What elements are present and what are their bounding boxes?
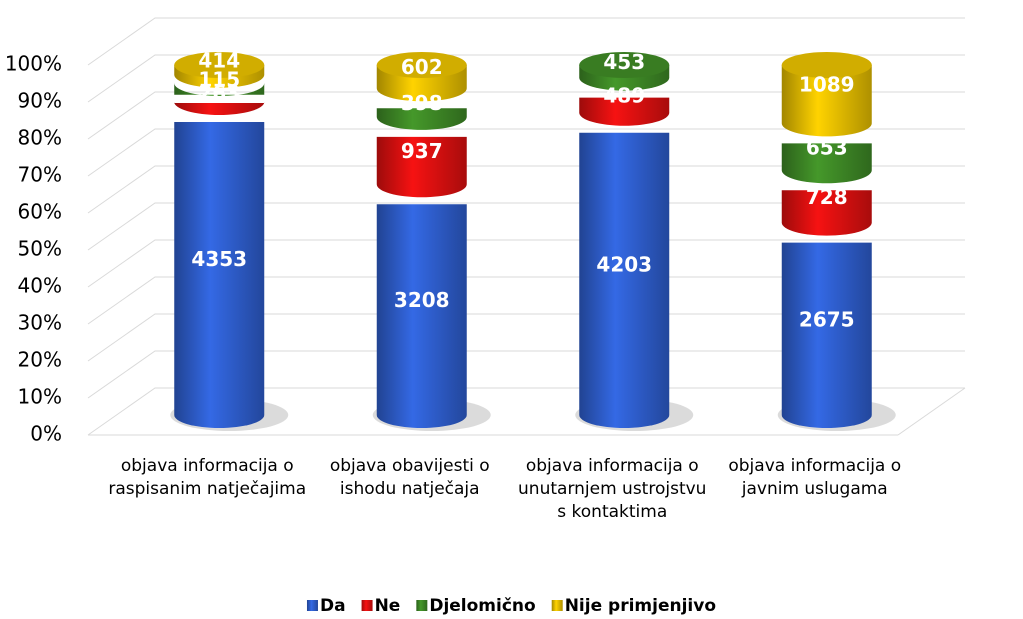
grid-line <box>87 17 965 66</box>
y-tick-label: 30% <box>18 311 62 335</box>
cylinder-top <box>579 52 670 78</box>
x-tick-label: objava obavijesti o ishodu natječaja <box>329 456 490 499</box>
data-label: 4353 <box>191 247 247 271</box>
cylinder-top <box>781 52 872 78</box>
cylinder-segment <box>174 83 265 97</box>
y-tick-label: 60% <box>18 200 62 224</box>
floor-line <box>897 387 966 436</box>
cylinder-top <box>376 52 467 78</box>
data-label: 728 <box>806 185 848 209</box>
cylinder-segment <box>376 204 467 429</box>
grid-line <box>87 276 965 325</box>
grid-line <box>87 239 965 288</box>
grid-line <box>87 91 965 140</box>
data-label: 602 <box>401 55 443 79</box>
y-tick-label: 70% <box>18 163 62 187</box>
data-label: 115 <box>198 67 240 91</box>
data-label: 4203 <box>596 252 652 276</box>
data-label: 453 <box>603 50 645 74</box>
data-label: 489 <box>603 84 645 108</box>
x-tick-label: objava informacija o raspisanim natječaj… <box>108 456 307 499</box>
data-label: 653 <box>806 135 848 159</box>
cylinder-segment <box>376 136 467 198</box>
grid-line <box>87 313 965 362</box>
cylinder-segment <box>579 132 670 429</box>
cylinder-segment <box>376 108 467 130</box>
y-tick-label: 100% <box>5 52 62 76</box>
y-tick-label: 0% <box>30 422 62 446</box>
data-label: 414 <box>198 48 240 72</box>
data-label: 937 <box>401 139 443 163</box>
data-label: 398 <box>401 91 443 115</box>
x-tick-label: objava informacija o javnim uslugama <box>728 456 902 499</box>
y-tick-label: 80% <box>18 126 62 150</box>
cylinder-segment <box>781 65 872 137</box>
grid-line <box>87 165 965 214</box>
cylinder-segment <box>781 190 872 236</box>
grid-line <box>87 202 965 251</box>
y-tick-label: 20% <box>18 348 62 372</box>
legend-swatch <box>306 600 318 611</box>
y-tick-label: 40% <box>18 274 62 298</box>
legend-swatch <box>361 600 373 611</box>
y-tick-label: 10% <box>18 385 62 409</box>
cylinder-segment <box>174 121 265 429</box>
data-label: 1089 <box>799 73 855 97</box>
cylinder-segment <box>781 242 872 429</box>
legend-label: Da <box>320 596 346 616</box>
legend-label: Ne <box>375 596 401 616</box>
legend-swatch <box>416 600 428 611</box>
legend-label: Nije primjenjivo <box>565 596 716 616</box>
legend-swatch <box>551 600 563 611</box>
grid-line <box>87 387 965 436</box>
grid-line <box>87 128 965 177</box>
grid-line <box>87 54 965 103</box>
data-label: 263 <box>198 81 240 105</box>
x-tick-label: objava informacija o unutarnjem ustrojst… <box>518 456 707 522</box>
grid-line <box>87 350 965 399</box>
cylinder-segment <box>579 97 670 126</box>
cylinder-segment <box>174 101 265 115</box>
data-label: 2675 <box>799 307 855 331</box>
data-label: 3208 <box>394 288 450 312</box>
y-tick-label: 90% <box>18 89 62 113</box>
legend-label: Djelomično <box>429 596 535 616</box>
cylinder-top <box>174 52 265 78</box>
cylinder-segment <box>781 143 872 184</box>
y-tick-label: 50% <box>18 237 62 261</box>
